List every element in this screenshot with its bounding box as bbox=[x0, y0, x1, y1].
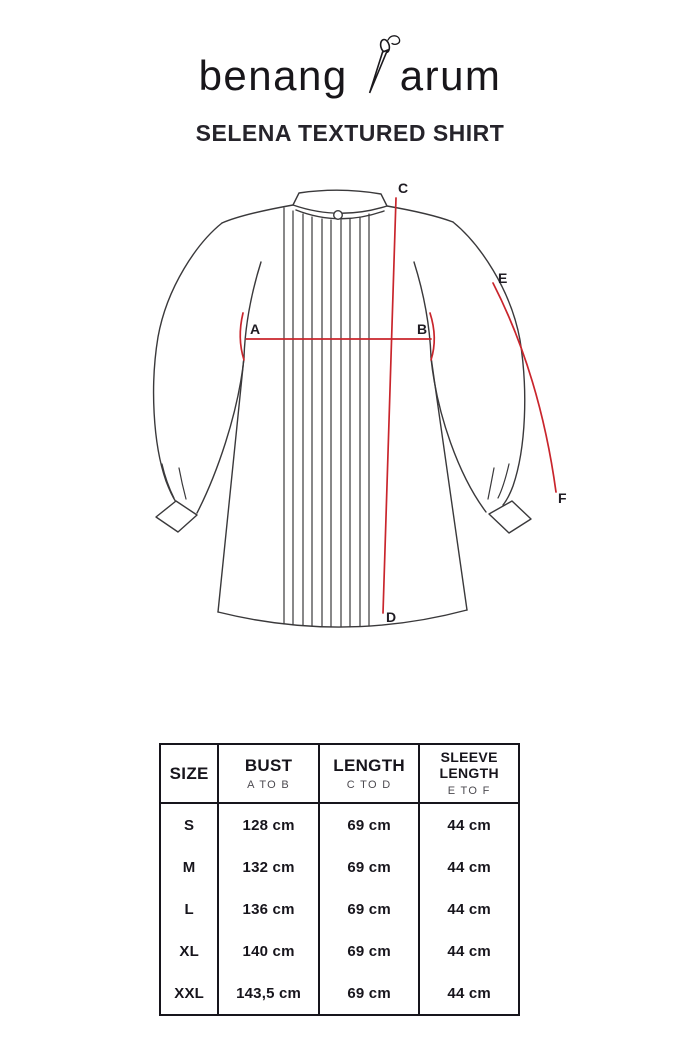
label-a: A bbox=[250, 321, 260, 337]
label-f: F bbox=[558, 490, 567, 506]
sleeve-length-value: 44 cm bbox=[418, 888, 519, 930]
shoulder-right-line bbox=[386, 205, 454, 223]
sleeve-length-value: 44 cm bbox=[418, 803, 519, 846]
sleeve-length-value: 44 cm bbox=[418, 972, 519, 1015]
column-header-length: LENGTH C TO D bbox=[317, 744, 420, 804]
table-row-s: S 128 cm 69 cm 44 cm bbox=[160, 803, 519, 846]
bust-value: 128 cm bbox=[217, 803, 319, 846]
bust-value: 132 cm bbox=[217, 846, 319, 888]
needle-icon bbox=[368, 35, 400, 94]
pleat-lines bbox=[283, 207, 370, 628]
armhole-right-line bbox=[413, 261, 432, 358]
column-header-bust: BUST A TO B bbox=[217, 744, 319, 804]
length-value: 69 cm bbox=[317, 972, 420, 1015]
brand-word-benang: benang bbox=[198, 52, 348, 100]
sleeve-right-inner bbox=[430, 357, 487, 513]
column-header-sleeve-length: SLEEVE LENGTH E TO F bbox=[418, 744, 519, 804]
length-value: 69 cm bbox=[317, 888, 420, 930]
label-e: E bbox=[498, 270, 507, 286]
size-value: S bbox=[184, 816, 195, 834]
product-title: SELENA TEXTURED SHIRT bbox=[195, 120, 505, 146]
bust-value: 136 cm bbox=[217, 888, 319, 930]
table-row-xxl: XXL 143,5 cm 69 cm 44 cm bbox=[160, 972, 519, 1015]
measurement-labels: A B C D E F bbox=[250, 180, 567, 625]
sleeve-length-value: 44 cm bbox=[418, 846, 519, 888]
table-row-xl: XL 140 cm 69 cm 44 cm bbox=[160, 930, 519, 972]
header-row: SIZE BUST A TO B LENGTH C TO D SLEEVE LE… bbox=[160, 744, 519, 804]
length-value: 69 cm bbox=[317, 803, 420, 846]
cuff-left bbox=[155, 500, 198, 533]
label-c: C bbox=[398, 180, 408, 196]
sleeve-left-gathers bbox=[161, 463, 187, 500]
size-chart-table: SIZE BUST A TO B LENGTH C TO D SLEEVE LE… bbox=[159, 743, 520, 1016]
brand-word-arum: arum bbox=[399, 52, 502, 100]
sleeve-left-inner bbox=[196, 357, 245, 514]
side-seam-left bbox=[217, 356, 245, 613]
column-header-size: SIZE bbox=[160, 744, 219, 804]
sleeve-left-outer bbox=[152, 222, 223, 503]
bust-value: 143,5 cm bbox=[217, 972, 319, 1015]
hem-line bbox=[217, 609, 468, 628]
collar-button bbox=[333, 209, 344, 220]
sleeve-right-gathers bbox=[487, 463, 510, 500]
bust-value: 140 cm bbox=[217, 930, 319, 972]
measurement-tick-a bbox=[239, 312, 245, 361]
size-value: L bbox=[184, 900, 194, 918]
size-value: M bbox=[182, 858, 196, 876]
table-row-l: L 136 cm 69 cm 44 cm bbox=[160, 888, 519, 930]
measurement-arc-sleeve bbox=[492, 282, 557, 493]
shirt-measurement-diagram: A B C D E F bbox=[152, 180, 567, 628]
cuff-right bbox=[488, 500, 532, 534]
length-value: 69 cm bbox=[317, 930, 420, 972]
size-value: XXL bbox=[174, 984, 205, 1002]
label-b: B bbox=[417, 321, 427, 337]
measurement-line-length bbox=[382, 197, 397, 614]
brand-logo: benang arum bbox=[0, 30, 700, 100]
shirt-outline bbox=[152, 189, 532, 628]
armhole-left-line bbox=[243, 261, 262, 358]
sleeve-right-outer bbox=[452, 221, 526, 506]
measurement-tick-b bbox=[429, 312, 436, 361]
table-row-m: M 132 cm 69 cm 44 cm bbox=[160, 846, 519, 888]
label-d: D bbox=[386, 609, 396, 625]
size-value: XL bbox=[179, 942, 199, 960]
shoulder-left-line bbox=[221, 204, 294, 224]
measurement-annotations bbox=[239, 197, 557, 614]
side-seam-right bbox=[430, 356, 468, 611]
sleeve-length-value: 44 cm bbox=[418, 930, 519, 972]
collar-band bbox=[292, 189, 388, 214]
length-value: 69 cm bbox=[317, 846, 420, 888]
